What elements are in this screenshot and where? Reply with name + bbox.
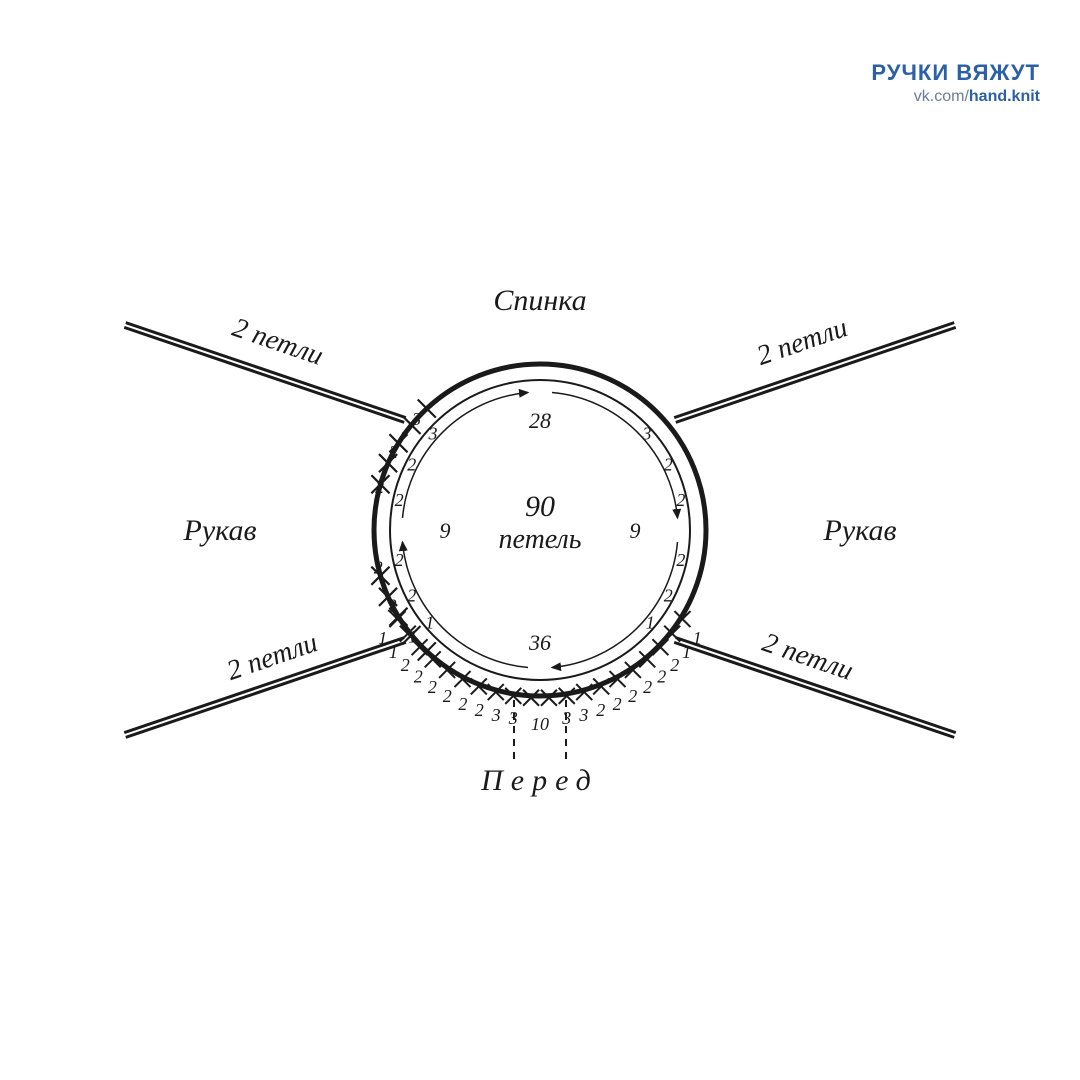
sched-num: 2: [613, 694, 622, 714]
num-side-right: 9: [630, 518, 641, 543]
side-num: 2: [676, 490, 685, 510]
side-num: 3: [642, 424, 652, 444]
label-sleeve-right: Рукав: [823, 514, 897, 547]
num-top: 28: [529, 408, 551, 433]
sched-num: 1: [693, 628, 702, 648]
side-num: 1: [425, 613, 434, 633]
side-num: 2: [664, 455, 673, 475]
watermark-sub: vk.com/hand.knit: [871, 88, 1040, 106]
watermark-title: РУЧКИ ВЯЖУТ: [871, 60, 1040, 86]
side-num: 2: [375, 477, 384, 497]
raglan-label: 2 петли: [223, 627, 321, 687]
side-num: 2: [388, 595, 397, 615]
sched-num: 1: [682, 642, 691, 662]
sched-num: 2: [657, 667, 666, 687]
side-num: 2: [374, 557, 383, 577]
side-num: 1: [408, 627, 417, 647]
sched-mid: 10: [531, 714, 549, 734]
sched-num: 1: [378, 628, 387, 648]
sched-num: 2: [428, 677, 437, 697]
side-num: 1: [646, 613, 655, 633]
watermark: РУЧКИ ВЯЖУТ vk.com/hand.knit: [871, 60, 1040, 106]
sched-num: 3: [508, 708, 518, 728]
side-num: 2: [676, 550, 685, 570]
side-num: 2: [664, 585, 673, 605]
side-num: 2: [407, 455, 416, 475]
knitting-diagram: 2 петли2 петли2 петли2 петлиСпинкаРукавР…: [0, 0, 1080, 1080]
center-count: 90: [525, 490, 555, 523]
sched-num: 1: [389, 642, 398, 662]
center-word: петель: [499, 524, 582, 555]
num-side-left: 9: [440, 518, 451, 543]
side-num: 2: [389, 442, 398, 462]
side-num: 3: [411, 409, 421, 429]
label-front: Перед: [480, 764, 599, 797]
sched-num: 2: [475, 700, 484, 720]
label-sleeve-left: Рукав: [183, 514, 257, 547]
sched-num: 2: [414, 667, 423, 687]
sched-num: 2: [401, 655, 410, 675]
sched-num: 2: [628, 686, 637, 706]
sched-num: 2: [443, 686, 452, 706]
side-num: 2: [395, 550, 404, 570]
label-back: Спинка: [493, 284, 586, 317]
side-num: 2: [395, 490, 404, 510]
sched-num: 2: [670, 655, 679, 675]
sched-num: 3: [491, 705, 501, 725]
sched-num: 2: [643, 677, 652, 697]
raglan-label: 2 петли: [759, 627, 857, 687]
sched-num: 2: [458, 694, 467, 714]
side-num: 2: [407, 585, 416, 605]
sched-num: 2: [596, 700, 605, 720]
sched-num: 3: [578, 705, 588, 725]
num-bottom: 36: [528, 630, 551, 655]
side-num: 3: [427, 424, 437, 444]
